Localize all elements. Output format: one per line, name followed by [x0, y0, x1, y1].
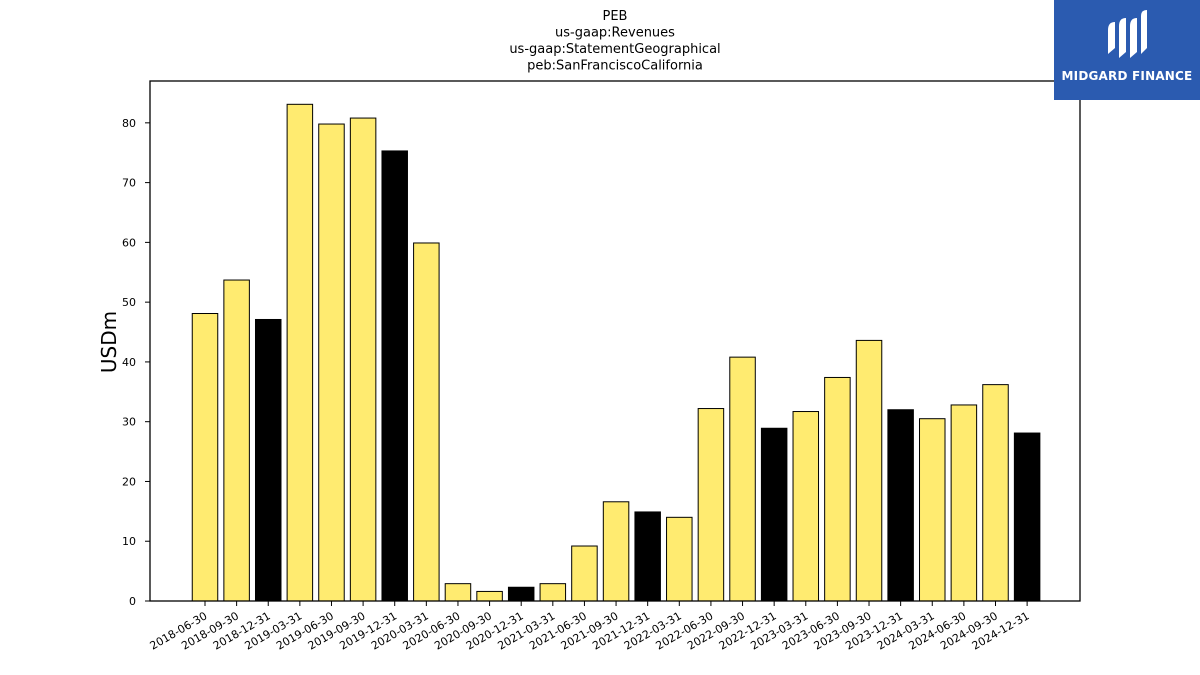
bar-2023-06-30 — [824, 376, 851, 602]
x-axis: 2018-06-302018-09-302018-12-312019-03-31… — [148, 601, 1032, 653]
y-tick-label: 80 — [122, 117, 136, 130]
y-axis: 0 10 20 30 40 50 60 70 80 — [122, 117, 150, 608]
bar-2020-09-30 — [476, 590, 503, 602]
bar-2023-09-30 — [855, 339, 883, 602]
bar-2020-06-30 — [444, 583, 472, 602]
bar-2021-09-30 — [602, 501, 630, 602]
y-tick-label: 30 — [122, 416, 136, 429]
bar-2024-09-30 — [982, 384, 1009, 602]
y-tick-label: 70 — [122, 177, 136, 190]
y-tick-label: 20 — [122, 475, 136, 488]
bar-2022-09-30 — [729, 356, 756, 602]
y-axis-label: USDm — [97, 311, 121, 373]
bar-2022-03-31 — [666, 516, 693, 602]
bar-2021-06-30 — [571, 545, 598, 602]
y-tick-label: 0 — [129, 595, 136, 608]
bars — [191, 103, 1041, 602]
bar-2019-03-31 — [286, 103, 314, 602]
chart-title-line: PEB — [603, 9, 628, 24]
bar-2024-12-31 — [1013, 432, 1041, 602]
logo-text: MIDGARD FINANCE — [1061, 69, 1193, 83]
bar-2019-09-30 — [349, 117, 377, 602]
bar-2018-09-30 — [223, 279, 250, 602]
bar-2023-03-31 — [792, 411, 820, 602]
bar-2019-06-30 — [318, 123, 345, 602]
y-tick-label: 40 — [122, 356, 136, 369]
bar-2018-06-30 — [191, 313, 219, 602]
bar-2024-03-31 — [919, 418, 946, 602]
y-tick-label: 60 — [122, 236, 136, 249]
bar-2023-12-31 — [887, 409, 914, 602]
y-tick-label: 10 — [122, 535, 136, 548]
bar-2022-06-30 — [697, 408, 725, 602]
chart-title-line: us-gaap:StatementGeographical — [509, 42, 720, 57]
bar-2021-12-31 — [634, 511, 661, 602]
midgard-finance-logo: MIDGARD FINANCE — [1054, 0, 1200, 100]
bar-2021-03-31 — [539, 583, 567, 602]
chart-title-line: us-gaap:Revenues — [555, 26, 675, 41]
bar-2022-12-31 — [760, 427, 788, 602]
logo-mark-icon — [1108, 10, 1147, 58]
plot-frame — [149, 80, 1081, 602]
chart-title: PEB us-gaap:Revenuesus-gaap:StatementGeog… — [509, 9, 720, 74]
bar-2019-12-31 — [381, 150, 408, 602]
bar-2020-03-31 — [413, 242, 440, 602]
bar-2024-06-30 — [950, 404, 978, 602]
y-tick-label: 50 — [122, 296, 136, 309]
bar-2020-12-31 — [507, 586, 535, 602]
chart-title-line: peb:SanFranciscoCalifornia — [527, 59, 703, 74]
bar-2018-12-31 — [254, 318, 282, 602]
